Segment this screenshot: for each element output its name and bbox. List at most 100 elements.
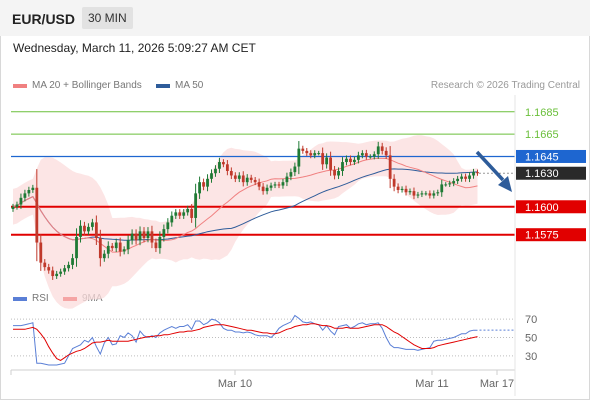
candle-body <box>43 262 47 268</box>
candle-body <box>134 233 138 241</box>
candle-body <box>233 175 237 179</box>
candle-body <box>158 236 162 249</box>
candle-body <box>35 187 39 243</box>
candle-body <box>472 172 475 176</box>
candle-body <box>325 157 329 165</box>
ma50-line <box>12 168 478 241</box>
candle-body <box>273 184 277 186</box>
candle-body <box>321 153 325 165</box>
candle-body <box>404 188 408 193</box>
candle-body <box>269 185 273 188</box>
candle-body <box>71 258 74 265</box>
candle-body <box>337 171 340 176</box>
rsi-legend-label: RSI <box>32 293 49 304</box>
candle-body <box>396 186 400 190</box>
candle-body <box>75 236 78 259</box>
candle-body <box>277 184 281 186</box>
candle-body <box>301 148 305 151</box>
candle-body <box>178 212 182 216</box>
candle-body <box>468 175 471 179</box>
candle-body <box>448 183 452 185</box>
current-price-label: 1.1630 <box>525 168 559 180</box>
candle-body <box>214 168 217 174</box>
candle-body <box>146 231 150 239</box>
ma20-legend-swatch <box>13 84 27 88</box>
rsi-level-label: 70 <box>525 314 537 326</box>
candle-body <box>368 156 372 158</box>
candle-body <box>257 182 261 187</box>
candle-body <box>440 184 444 193</box>
candle-body <box>63 268 67 272</box>
candle-body <box>118 242 122 252</box>
x-tick-label: Mar 10 <box>218 378 252 390</box>
candle-body <box>356 155 360 160</box>
candle-body <box>182 212 186 216</box>
candle-body <box>27 190 31 194</box>
candle-body <box>289 172 293 177</box>
resistance-label-1: 1.1685 <box>525 107 559 119</box>
credit-label: Research © 2026 Trading Central <box>430 80 580 91</box>
ma20-legend-label: MA 20 + Bollinger Bands <box>32 80 142 91</box>
candle-body <box>206 178 209 187</box>
candle-body <box>281 182 285 186</box>
candle-body <box>94 222 98 239</box>
candle-body <box>436 192 440 194</box>
resistance-label-2: 1.1665 <box>525 129 559 141</box>
candle-body <box>83 225 86 232</box>
candle-body <box>293 166 297 173</box>
candle-body <box>23 193 27 198</box>
support-label-2-box <box>516 228 586 242</box>
candle-body <box>126 240 130 250</box>
ma50-legend-swatch <box>156 84 170 88</box>
candle-body <box>317 153 321 155</box>
candle-body <box>384 150 388 156</box>
candle-body <box>229 171 233 176</box>
candle-body <box>420 193 424 195</box>
candle-body <box>194 193 198 218</box>
candle-body <box>11 206 15 209</box>
candle-body <box>91 222 94 227</box>
candle-body <box>138 231 142 241</box>
rsi-level-label: 50 <box>525 333 537 345</box>
candle-body <box>460 176 464 179</box>
candle-body <box>222 162 225 165</box>
candle-body <box>476 172 479 174</box>
rsi-line <box>13 314 478 366</box>
candle-body <box>59 271 63 274</box>
candle-body <box>261 186 265 192</box>
candle-body <box>313 153 317 156</box>
candle-body <box>444 184 448 186</box>
pivot-label: 1.1645 <box>525 151 559 163</box>
candle-body <box>39 242 43 263</box>
candle-body <box>202 182 205 187</box>
timeframe-button[interactable]: 30 MIN <box>82 7 133 29</box>
candle-body <box>47 267 51 271</box>
candle-body <box>130 233 134 241</box>
candle-body <box>380 146 384 151</box>
candle-body <box>210 173 213 179</box>
candle-body <box>408 191 412 193</box>
candle-body <box>166 222 170 230</box>
candle-body <box>174 212 178 216</box>
candle-body <box>392 178 396 187</box>
candle-body <box>122 249 126 252</box>
rsi-level-label: 30 <box>525 351 537 363</box>
rsi-legend-swatch <box>13 297 27 301</box>
candle-body <box>309 153 313 156</box>
candle-body <box>333 169 336 176</box>
candle-body <box>253 179 257 183</box>
candle-body <box>456 178 460 182</box>
candle-body <box>170 215 174 223</box>
pivot-label-box <box>516 149 586 163</box>
forecast-arrow <box>475 150 505 182</box>
x-tick-label: Mar 11 <box>415 378 448 390</box>
candle-body <box>51 270 55 277</box>
candle-body <box>55 273 59 277</box>
candle-body <box>190 209 194 218</box>
candle-body <box>186 209 190 213</box>
bollinger-band <box>13 135 478 309</box>
candle-body <box>106 245 110 254</box>
candle-body <box>218 162 221 169</box>
support-label-1-box <box>516 200 586 214</box>
